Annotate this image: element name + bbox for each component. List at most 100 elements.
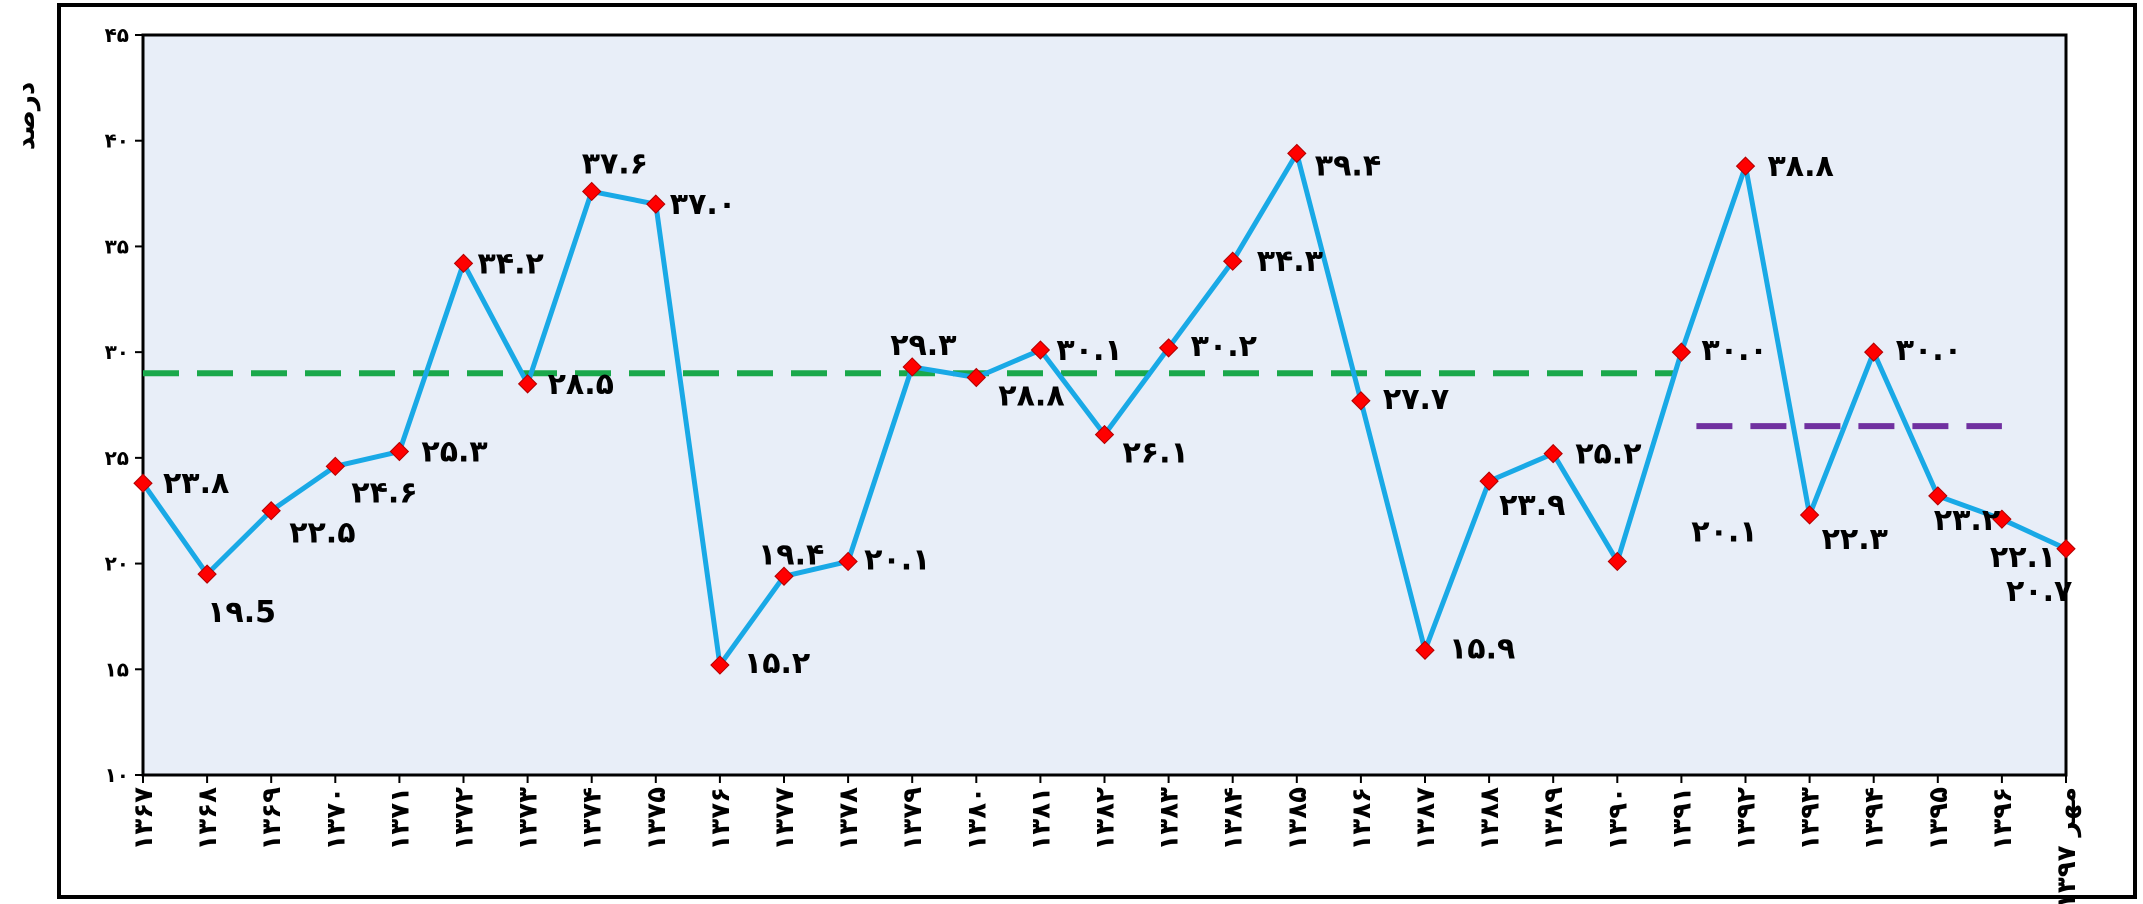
- y-tick-label: ۴۰: [105, 129, 129, 153]
- data-label: ۳۰.۲: [1191, 329, 1257, 364]
- x-tick-label: ۱۳۸۱: [1026, 787, 1056, 850]
- data-label: ۲۵.۲: [1575, 437, 1641, 472]
- x-tick-label: ۱۳۷۴: [578, 787, 608, 850]
- x-tick-label: ۱۳۶۷: [129, 787, 159, 851]
- data-label: ۱۹.5: [207, 595, 276, 630]
- x-tick-label: مهر ۱۳۹۷: [2052, 787, 2082, 904]
- data-point-marker: [1030, 340, 1051, 360]
- data-point-marker: [1222, 251, 1243, 271]
- data-label: ۲۸.۸: [998, 379, 1064, 414]
- data-point-marker: [197, 564, 217, 584]
- data-point-marker: [1928, 486, 1948, 506]
- data-point-marker: [389, 441, 410, 462]
- data-label: ۲۷.۷: [1383, 382, 1449, 417]
- x-tick-label: ۱۳۹۲: [1732, 787, 1762, 851]
- x-tick-label: ۱۳۶۹: [257, 787, 287, 851]
- data-point-marker: [838, 551, 858, 572]
- x-tick-label: ۱۳۸۳: [1155, 787, 1185, 851]
- y-tick-label: ۱۰: [105, 763, 129, 787]
- data-label: ۲۲.۵: [289, 516, 355, 551]
- data-label: ۲۵.۳: [421, 435, 487, 470]
- x-tick-label: ۱۳۷۱: [385, 787, 415, 850]
- data-label: ۲۴.۶: [351, 475, 417, 510]
- data-point-marker: [1415, 640, 1435, 660]
- data-point-marker: [1992, 509, 2012, 529]
- data-label: ۲۳.۹: [1499, 488, 1565, 523]
- data-point-marker: [1479, 471, 1499, 491]
- data-label: ۱۵.۹: [1449, 631, 1515, 666]
- data-label: ۳۰.۱: [1056, 333, 1122, 368]
- x-tick-label: ۱۳۷۶: [706, 787, 736, 850]
- y-tick-label: ۱۵: [105, 657, 129, 681]
- data-label: ۳۴.۲: [478, 246, 544, 281]
- data-label: ۲۰.۱: [864, 542, 930, 577]
- data-label: ۳۸.۸: [1768, 149, 1834, 184]
- x-tick-label: ۱۳۸۰: [962, 787, 992, 850]
- data-point-marker: [1735, 156, 1756, 176]
- data-label: ۳۹.۴: [1315, 148, 1381, 183]
- x-tick-label: ۱۳۸۶: [1347, 787, 1377, 850]
- x-tick-label: ۱۳۸۴: [1219, 787, 1249, 850]
- data-label: ۳۷.۶: [582, 146, 648, 181]
- data-label: ۲۳.۸: [163, 466, 229, 501]
- data-point-marker: [2056, 539, 2076, 559]
- data-point-marker: [581, 181, 602, 202]
- x-tick-label: ۱۳۸۹: [1539, 787, 1569, 851]
- y-tick-label: ۲۵: [105, 446, 129, 470]
- x-tick-label: ۱۳۹۳: [1796, 787, 1826, 851]
- x-tick-label: ۱۳۸۲: [1091, 787, 1121, 851]
- data-point-marker: [261, 501, 281, 521]
- data-label: ۳۷.۰: [670, 187, 736, 222]
- data-label: ۳۴.۳: [1257, 244, 1323, 279]
- x-tick-label: ۱۳۹۱: [1667, 787, 1697, 850]
- data-label: ۲۲.۱: [1990, 540, 2056, 575]
- x-tick-label: ۱۳۹۶: [1988, 787, 2018, 850]
- data-label: ۲۲.۳: [1822, 522, 1888, 557]
- data-point-marker: [1351, 391, 1371, 411]
- x-tick-label: ۱۳۶۸: [193, 787, 223, 851]
- y-tick-label: ۴۵: [105, 23, 129, 47]
- data-point-marker: [133, 473, 153, 493]
- plot-area: [141, 33, 2068, 777]
- x-tick-label: ۱۳۷۷: [770, 787, 800, 851]
- x-tick-label: ۱۳۸۸: [1475, 787, 1505, 851]
- data-point-marker: [1094, 424, 1115, 445]
- data-label: ۲۸.۵: [548, 367, 614, 402]
- y-tick-label: ۳۰: [105, 340, 129, 364]
- data-label: ۳۰.۰: [1701, 333, 1767, 368]
- data-point-marker: [453, 253, 474, 274]
- data-point-marker: [1158, 338, 1179, 358]
- x-tick-label: ۱۳۷۰: [321, 787, 351, 850]
- x-tick-label: ۱۳۹۰: [1603, 787, 1633, 850]
- x-tick-label: ۱۳۷۵: [642, 787, 672, 851]
- data-point-marker: [902, 357, 922, 377]
- data-point-marker: [774, 566, 794, 586]
- y-tick-label: ۲۰: [105, 552, 129, 576]
- x-tick-label: ۱۳۷۸: [834, 787, 864, 851]
- data-point-marker: [710, 655, 730, 675]
- x-tick-label: ۱۳۹۵: [1924, 787, 1954, 851]
- data-label: ۳۰.۰: [1896, 333, 1962, 368]
- x-tick-label: ۱۳۷۳: [514, 787, 544, 851]
- data-label: ۲۶.۱: [1123, 436, 1189, 471]
- data-point-marker: [1287, 143, 1307, 164]
- data-point-marker: [1607, 551, 1628, 572]
- x-tick-label: ۱۳۹۴: [1860, 787, 1890, 850]
- x-tick-label: ۱۳۸۷: [1411, 787, 1441, 851]
- data-point-marker: [325, 456, 346, 477]
- data-label: ۲۹.۳: [890, 328, 956, 363]
- data-point-marker: [1543, 443, 1563, 464]
- data-label: ۱۵.۲: [744, 646, 810, 681]
- data-point-marker: [646, 194, 666, 214]
- data-label: ۱۹.۴: [758, 537, 824, 572]
- data-point-marker: [517, 374, 538, 394]
- data-point-marker: [1671, 342, 1692, 362]
- data-label: ۲۰.۱: [1691, 514, 1757, 549]
- x-tick-label: ۱۳۸۵: [1283, 787, 1313, 851]
- data-point-marker: [1863, 342, 1884, 362]
- data-label: ۲۳.۲: [1934, 503, 2000, 538]
- data-label: ۲۰.۷: [2006, 574, 2072, 609]
- x-tick-label: ۱۳۷۲: [450, 787, 480, 851]
- x-tick-label: ۱۳۷۹: [898, 787, 928, 851]
